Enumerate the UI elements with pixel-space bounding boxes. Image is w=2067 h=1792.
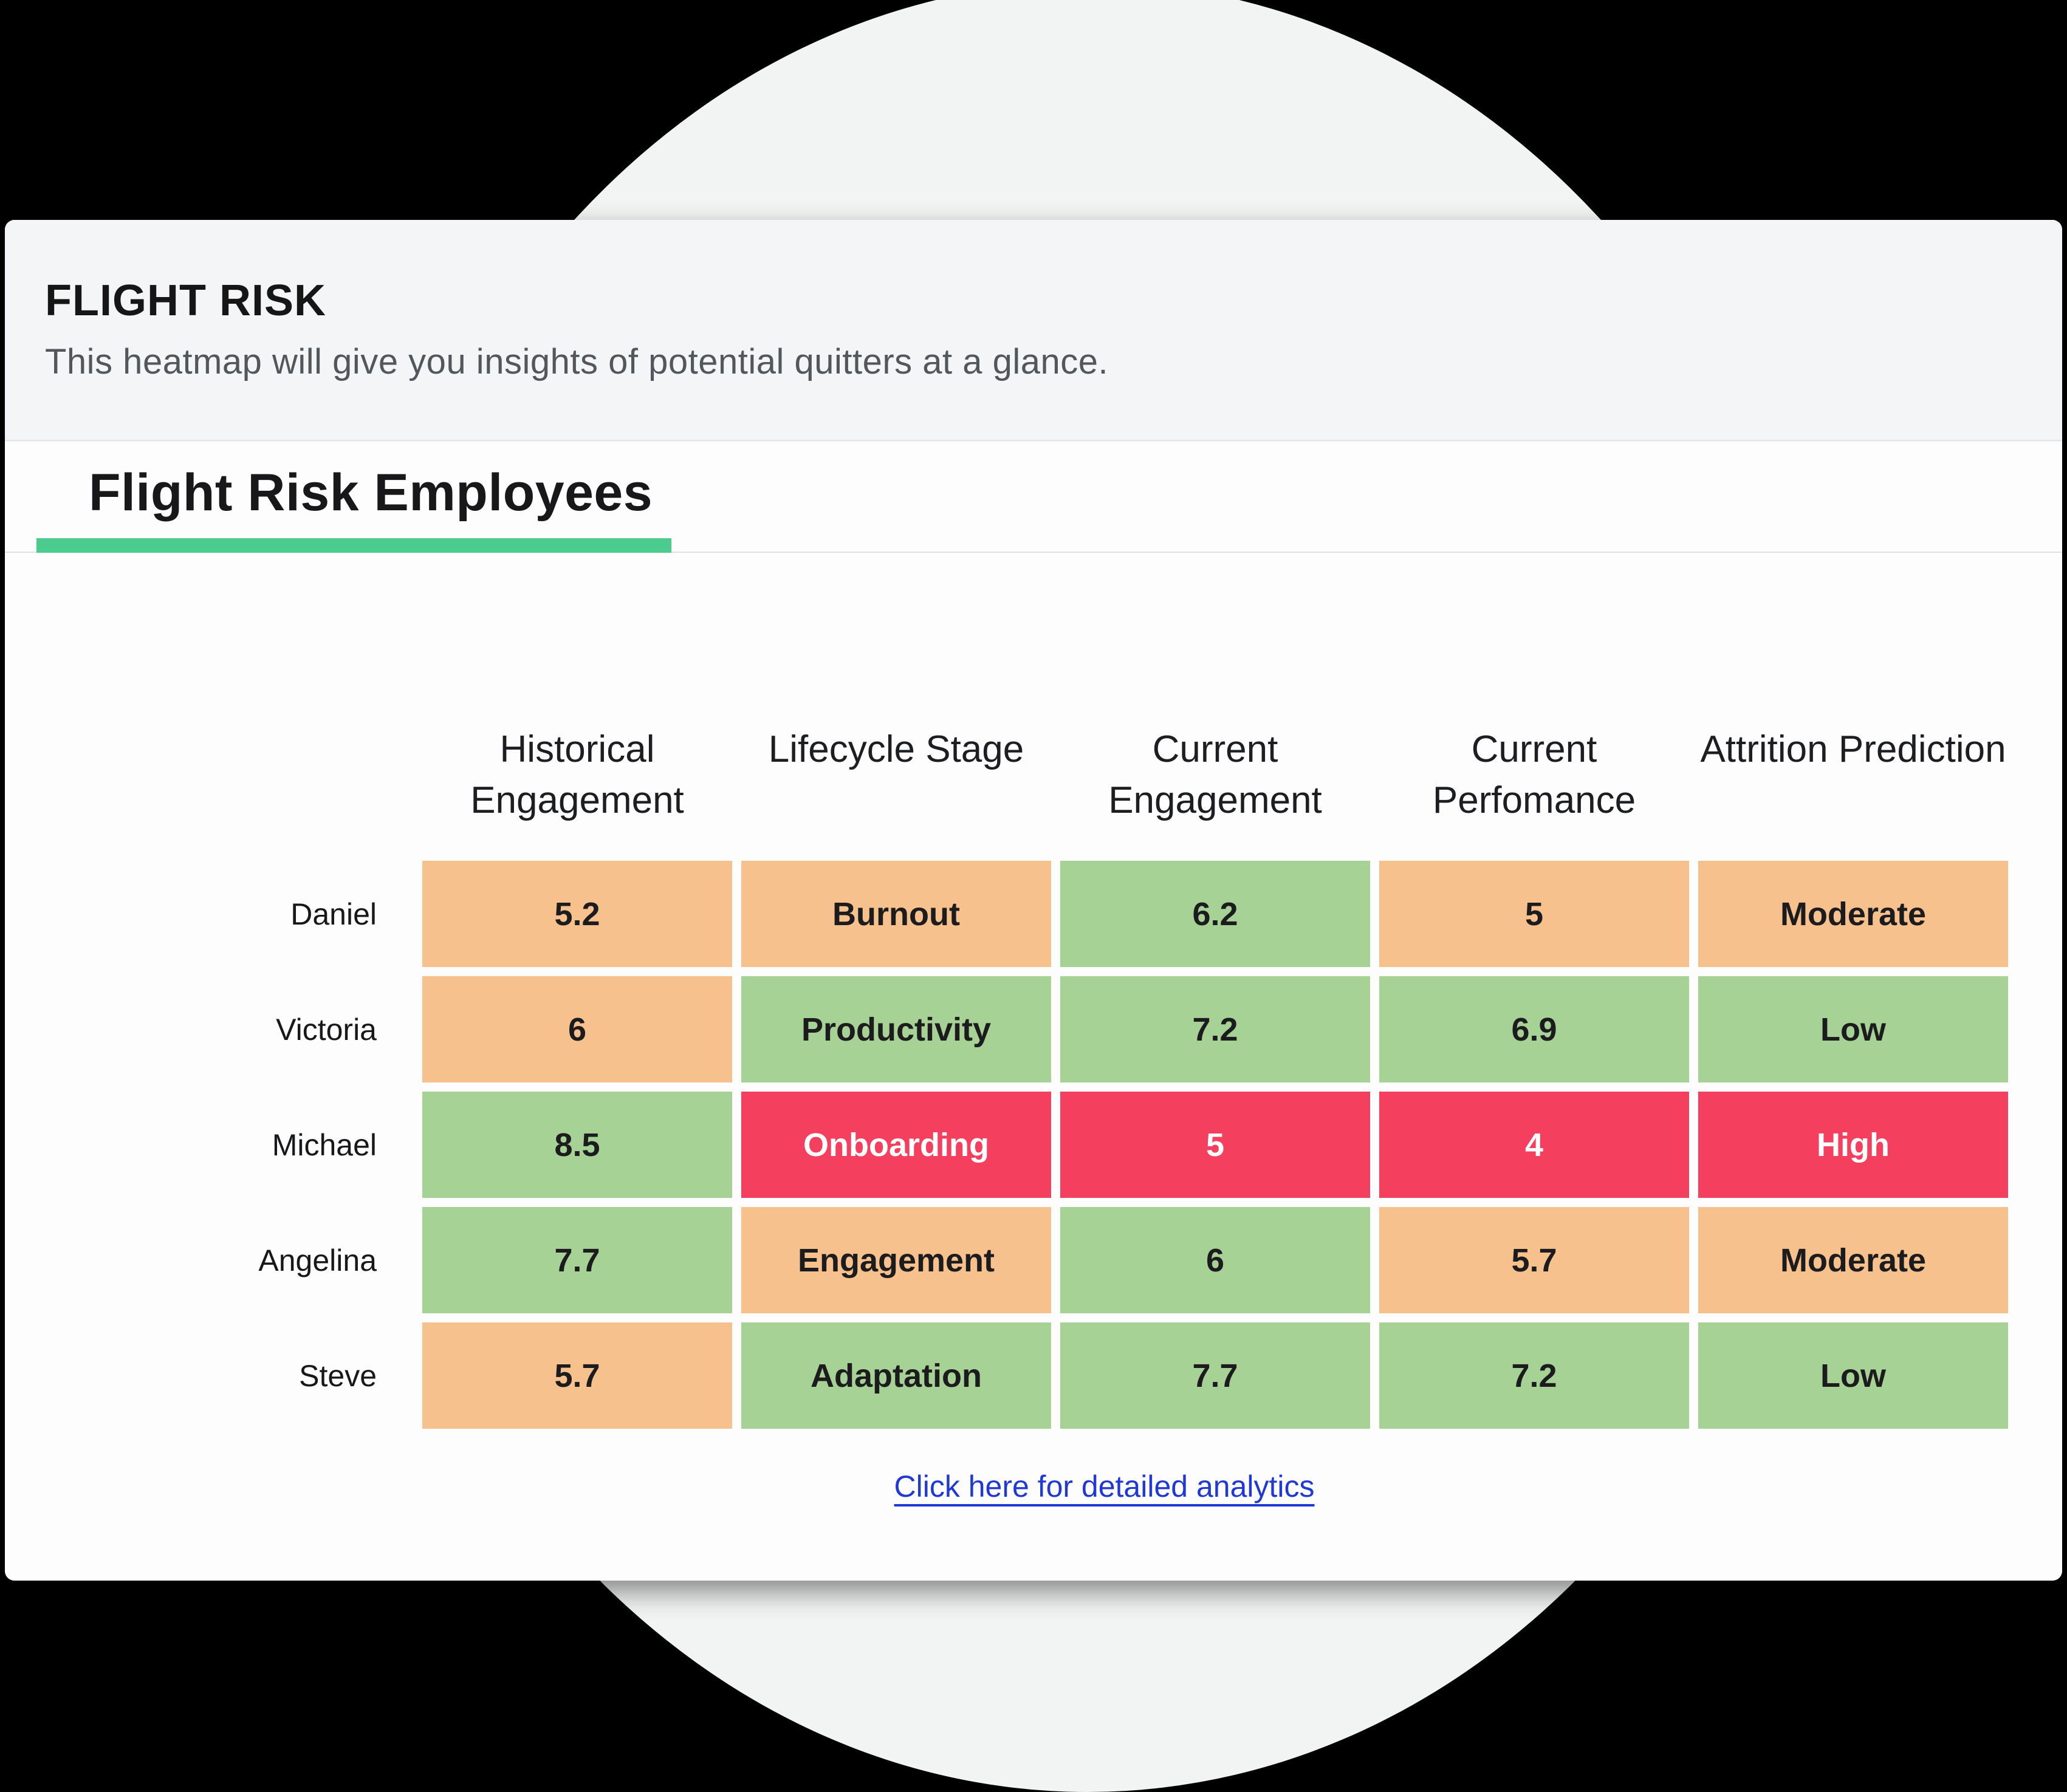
heatmap-cell: High: [1698, 1092, 2008, 1198]
card-header: FLIGHT RISK This heatmap will give you i…: [5, 220, 2062, 441]
heatmap-cell: 7.7: [1060, 1322, 1370, 1429]
card-body: Flight Risk Employees Historical Engagem…: [5, 442, 2062, 1581]
heatmap-corner-spacer: [201, 718, 413, 852]
link-row: Click here for detailed analytics: [201, 1469, 2008, 1504]
heatmap-cell: 6.9: [1379, 976, 1689, 1082]
heatmap-cell: 7.2: [1379, 1322, 1689, 1429]
column-header: Lifecycle Stage: [768, 728, 1024, 770]
row-label: Steve: [299, 1358, 377, 1393]
heatmap-cell: 7.7: [422, 1207, 732, 1313]
heatmap-cell: 5: [1379, 861, 1689, 967]
heatmap-cell: Productivity: [741, 976, 1051, 1082]
heatmap-cell: 8.5: [422, 1092, 732, 1198]
page-title: FLIGHT RISK: [45, 276, 326, 325]
heatmap-cell: 5.2: [422, 861, 732, 967]
heatmap-cell: Low: [1698, 976, 2008, 1082]
heatmap-cell: Engagement: [741, 1207, 1051, 1313]
detailed-analytics-link[interactable]: Click here for detailed analytics: [894, 1469, 1315, 1503]
section-title-accent: [36, 538, 671, 553]
column-header: Current Perfomance: [1432, 728, 1636, 821]
heatmap-cell: 6: [1060, 1207, 1370, 1313]
column-header: Attrition Prediction: [1700, 728, 2006, 770]
column-header: Current Engagement: [1108, 728, 1322, 821]
row-label: Victoria: [276, 1012, 377, 1047]
section-divider: [5, 552, 2062, 553]
heatmap-cell: Low: [1698, 1322, 2008, 1429]
heatmap-cell: 5.7: [422, 1322, 732, 1429]
column-header: Historical Engagement: [470, 728, 684, 821]
heatmap-cell: Burnout: [741, 861, 1051, 967]
heatmap-cell: Moderate: [1698, 1207, 2008, 1313]
heatmap-cell: Adaptation: [741, 1322, 1051, 1429]
heatmap-cell: 5.7: [1379, 1207, 1689, 1313]
heatmap-cell: 4: [1379, 1092, 1689, 1198]
flight-risk-card: FLIGHT RISK This heatmap will give you i…: [5, 220, 2062, 1581]
heatmap-cell: Moderate: [1698, 861, 2008, 967]
heatmap-cell: 6.2: [1060, 861, 1370, 967]
heatmap-cell: 6: [422, 976, 732, 1082]
row-label: Michael: [272, 1127, 377, 1162]
heatmap-cell: 7.2: [1060, 976, 1370, 1082]
row-label: Angelina: [258, 1243, 377, 1277]
heatmap-cell: 5: [1060, 1092, 1370, 1198]
page-subtitle: This heatmap will give you insights of p…: [45, 342, 1109, 381]
row-label: Daniel: [290, 897, 377, 931]
section-title: Flight Risk Employees: [89, 463, 653, 522]
heatmap-cell: Onboarding: [741, 1092, 1051, 1198]
flight-risk-heatmap: Historical Engagement Lifecycle Stage Curr…: [201, 718, 2008, 1429]
